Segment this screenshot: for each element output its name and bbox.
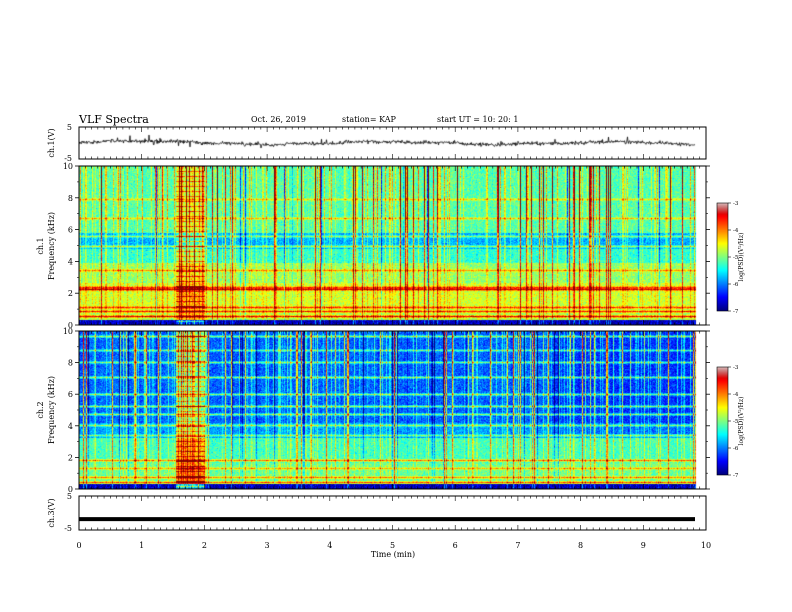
- ch3-waveform-ylabel: ch.3(V): [47, 498, 56, 527]
- ch3-ytick-top: 5: [67, 492, 72, 501]
- frequency-tick-label: 0: [68, 321, 73, 330]
- time-tick-label: 10: [701, 541, 711, 550]
- ch2-colorbar: log(PSD)(V²/Hz) -3 -4 -5 -6 -7: [716, 365, 745, 479]
- time-tick-label: 5: [390, 541, 395, 550]
- colorbar-tick-label: -6: [733, 446, 739, 452]
- header-start-time: start UT = 10: 20: 1: [437, 115, 518, 124]
- ch1-ytick-bottom: -5: [64, 154, 72, 163]
- frequency-tick-label: 4: [68, 422, 73, 431]
- ch2-colorbar-gradient: [717, 367, 728, 475]
- header-date: Oct. 26, 2019: [251, 115, 306, 124]
- time-tick-label: 2: [202, 541, 207, 550]
- ch1-spectrogram-panel: ch.1 Frequency (kHz) 0 2 4 6 8 10: [36, 162, 710, 330]
- time-tick-label: 0: [76, 541, 81, 550]
- colorbar-tick-label: -3: [733, 201, 739, 207]
- ch3-waveform-frame: [78, 495, 707, 531]
- ch2-spectrogram-channel-label: ch.2: [36, 401, 45, 418]
- ch1-spectrogram-image: [79, 166, 706, 325]
- ch3-waveform-panel: 5 -5 ch.3(V): [47, 492, 707, 533]
- ch3-ytick-bottom: -5: [64, 524, 72, 533]
- ch2-spectrogram-ylabel: Frequency (kHz): [47, 376, 56, 444]
- time-tick-label: 1: [139, 541, 144, 550]
- colorbar-tick-label: -5: [733, 255, 739, 261]
- frequency-tick-label: 2: [68, 453, 73, 462]
- header-station: station= KAP: [342, 115, 397, 124]
- time-tick-label: 7: [515, 541, 520, 550]
- ch2-colorbar-label: log(PSD)(V²/Hz): [738, 397, 745, 446]
- colorbar-tick-label: -3: [733, 365, 739, 371]
- colorbar-tick-label: -4: [733, 392, 739, 398]
- ch1-ytick-top: 5: [67, 123, 72, 132]
- ch1-colorbar-gradient: [717, 203, 728, 311]
- time-tick-label: 3: [265, 541, 270, 550]
- time-tick-label: 6: [453, 541, 458, 550]
- frequency-tick-label: 6: [68, 226, 73, 235]
- frequency-tick-label: 8: [68, 359, 73, 368]
- colorbar-tick-label: -6: [733, 282, 739, 288]
- ch1-waveform-panel: 5 -5 ch.1(V): [47, 123, 707, 163]
- ch1-waveform-trace: [79, 127, 706, 159]
- time-tick-label: 8: [578, 541, 583, 550]
- colorbar-tick-label: -4: [733, 228, 739, 234]
- ch1-waveform-ylabel: ch.1(V): [47, 128, 56, 157]
- frequency-tick-label: 6: [68, 390, 73, 399]
- colorbar-tick-label: -7: [733, 473, 739, 479]
- ch2-spectrogram-image: [79, 331, 706, 489]
- time-axis-label: Time (min): [371, 550, 415, 559]
- figure-title: VLF Spectra: [78, 113, 149, 126]
- ch1-colorbar-label: log(PSD)(V²/Hz): [738, 233, 745, 282]
- ch1-colorbar: log(PSD)(V²/Hz) -3 -4 -5 -6 -7: [716, 201, 745, 315]
- colorbar-tick-label: -7: [733, 309, 739, 315]
- frequency-tick-label: 10: [63, 162, 73, 171]
- ch1-spectrogram-ylabel: Frequency (kHz): [47, 212, 56, 280]
- time-axis-ticks: 0 1 2 3 4 5 6 7 8 9 10: [76, 127, 711, 550]
- time-tick-label: 9: [641, 541, 646, 550]
- frequency-tick-label: 4: [68, 257, 73, 266]
- frequency-tick-label: 10: [63, 327, 73, 336]
- ch1-spectrogram-channel-label: ch.1: [36, 237, 45, 254]
- ch2-spectrogram-panel: ch.2 Frequency (kHz) 0 2 4 6 8 10: [36, 327, 710, 494]
- frequency-tick-label: 8: [68, 194, 73, 203]
- colorbar-tick-label: -5: [733, 419, 739, 425]
- frequency-tick-label: 0: [68, 485, 73, 494]
- frequency-tick-label: 2: [68, 289, 73, 298]
- time-tick-label: 4: [327, 541, 332, 550]
